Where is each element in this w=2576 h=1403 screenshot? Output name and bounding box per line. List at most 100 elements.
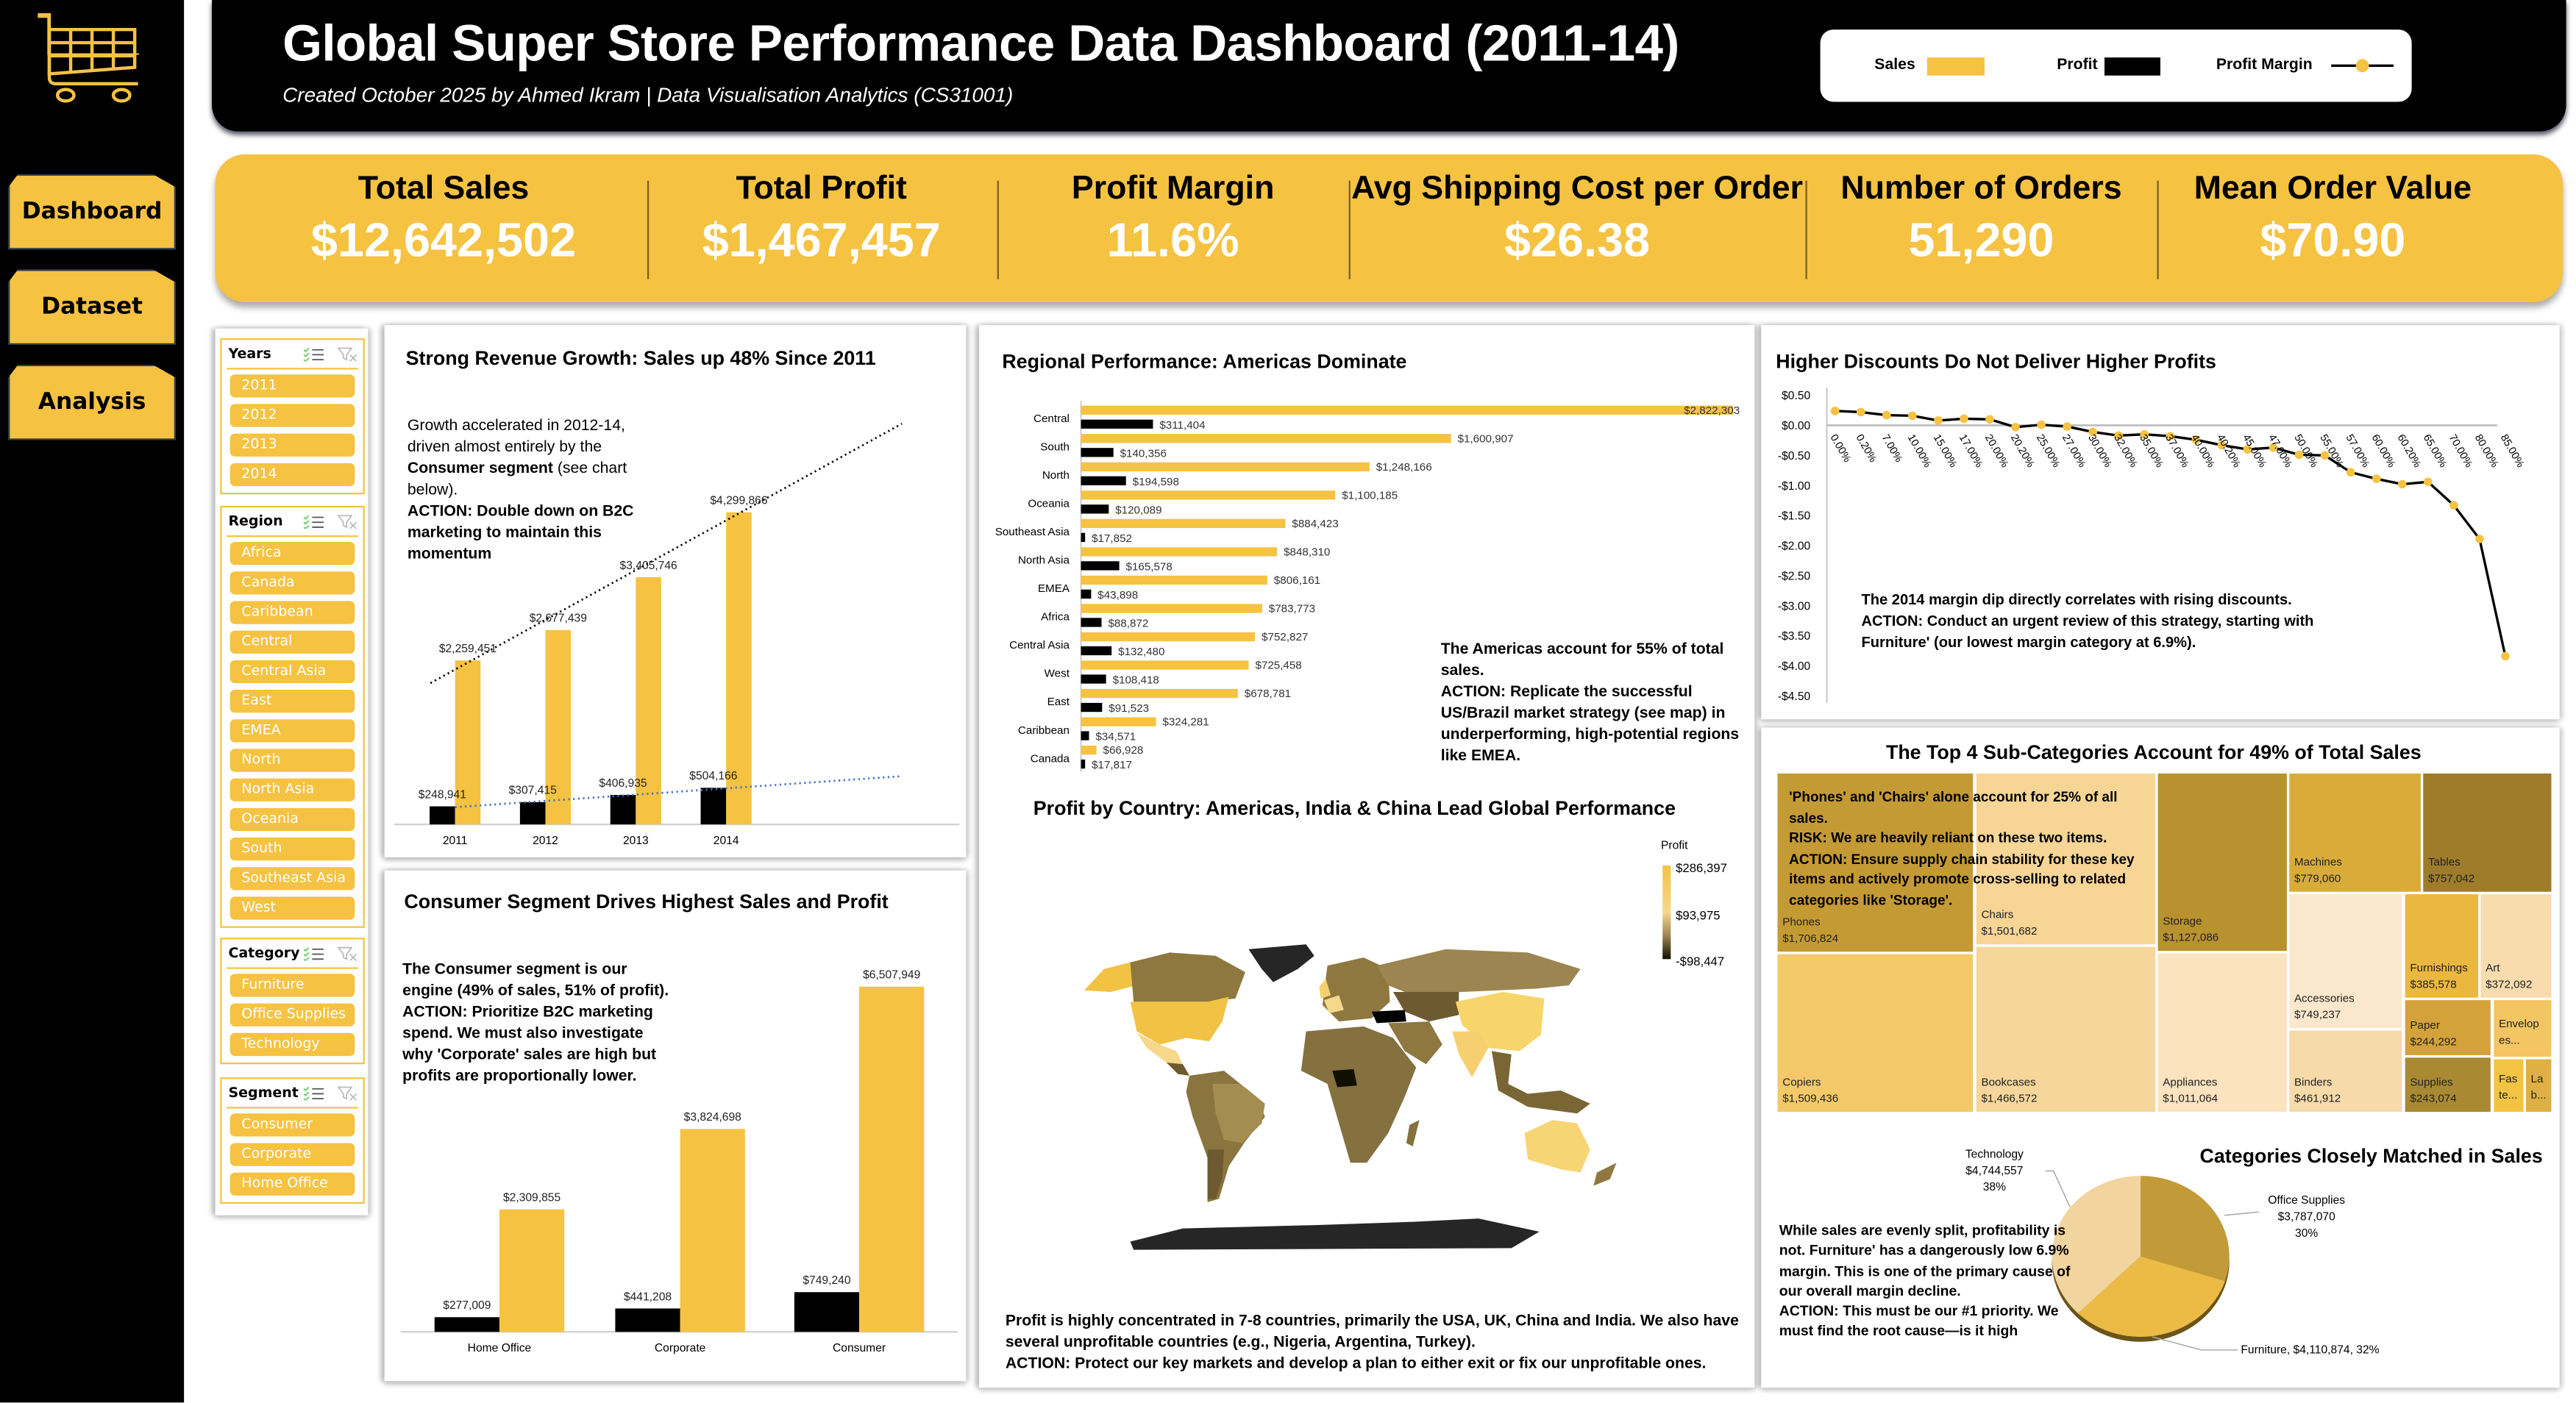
slicer-title: Years: [228, 346, 271, 363]
profit-margin-point: [2449, 501, 2458, 510]
clear-filter-icon[interactable]: [337, 514, 358, 529]
kpi-divider: [1348, 180, 1351, 279]
sales-bar: [1081, 462, 1370, 471]
slicer-item-southeast-asia[interactable]: Southeast Asia: [230, 867, 355, 890]
map-middle-east[interactable]: [1388, 1021, 1442, 1065]
map-central-asia[interactable]: [1392, 991, 1459, 1022]
regional-note: The Americas account for 55% of total sa…: [1441, 639, 1745, 767]
sales-data-label: $2,259,451: [439, 643, 497, 655]
map-brazil[interactable]: [1212, 1084, 1265, 1143]
map-mexico[interactable]: [1136, 1032, 1184, 1065]
map-southeast-asia[interactable]: [1491, 1051, 1590, 1114]
nav-dashboard-button[interactable]: Dashboard: [8, 174, 176, 250]
nav-dataset-button[interactable]: Dataset: [8, 269, 176, 346]
y-tick-label: South: [1040, 441, 1070, 454]
kpi-number-orders: Number of Orders 51,290: [1807, 154, 2155, 302]
y-tick-label: Central Asia: [1009, 639, 1070, 651]
map-turkey[interactable]: [1371, 1010, 1406, 1024]
slicer-item-north[interactable]: North: [230, 749, 355, 772]
map-france[interactable]: [1324, 995, 1344, 1014]
profit-margin-point: [2294, 450, 2304, 460]
legend-margin-line-icon: [2331, 59, 2394, 73]
slicer-item-canada[interactable]: Canada: [230, 571, 355, 595]
slicer-item-caribbean[interactable]: Caribbean: [230, 601, 355, 624]
slicer-item-2011[interactable]: 2011: [230, 374, 355, 398]
clear-filter-icon[interactable]: [337, 1085, 358, 1101]
clear-filter-icon[interactable]: [337, 946, 358, 961]
slicer-item-technology[interactable]: Technology: [230, 1032, 355, 1057]
x-tick-label: 15.00%: [1931, 432, 1959, 470]
slicer-item-consumer[interactable]: Consumer: [230, 1113, 355, 1137]
sales-data-label: $1,100,185: [1342, 489, 1398, 501]
multi-select-icon[interactable]: [302, 946, 325, 961]
slicer-item-north-asia[interactable]: North Asia: [230, 778, 355, 802]
slicer-item-central-asia[interactable]: Central Asia: [230, 660, 355, 684]
map-nigeria[interactable]: [1332, 1068, 1357, 1088]
multi-select-icon[interactable]: [302, 346, 325, 362]
map-usa[interactable]: [1130, 996, 1229, 1045]
treemap-label: Machines: [2294, 856, 2342, 868]
treemap-tile: [2289, 1030, 2402, 1113]
sales-bar: [726, 512, 752, 825]
slicer-item-east[interactable]: East: [230, 690, 355, 713]
chart-legend: Sales Profit Profit Margin: [1820, 29, 2412, 102]
map-russia[interactable]: [1376, 949, 1581, 996]
slicer-item-corporate[interactable]: Corporate: [230, 1143, 355, 1166]
treemap-label: Envelop: [2499, 1018, 2539, 1030]
chart-title: Higher Discounts Do Not Deliver Higher P…: [1776, 349, 2216, 373]
map-title: Profit by Country: Americas, India & Chi…: [1033, 796, 1676, 820]
multi-select-icon[interactable]: [302, 514, 325, 529]
map-central-america[interactable]: [1166, 1063, 1189, 1076]
map-alaska[interactable]: [1084, 962, 1137, 992]
slicer-item-furniture[interactable]: Furniture: [230, 974, 355, 997]
profit-bar: [434, 1317, 499, 1332]
treemap-label: Tables: [2428, 856, 2461, 868]
x-tick-label: 30.00%: [2085, 432, 2113, 470]
x-tick-label: Home Office: [468, 1342, 532, 1354]
map-argentina[interactable]: [1207, 1149, 1224, 1199]
profit-bar: [430, 806, 455, 825]
profit-margin-point: [2269, 443, 2278, 452]
multi-select-icon[interactable]: [302, 1085, 325, 1101]
slicer-item-home-office[interactable]: Home Office: [230, 1172, 355, 1196]
x-tick-label: 55.00%: [2317, 432, 2345, 470]
slicer-item-africa[interactable]: Africa: [230, 542, 355, 565]
world-map[interactable]: [1084, 944, 1617, 1250]
map-india[interactable]: [1452, 1031, 1489, 1078]
slicer-item-south[interactable]: South: [230, 838, 355, 861]
nav-analysis-button[interactable]: Analysis: [8, 364, 176, 440]
map-antarctica[interactable]: [1130, 1218, 1540, 1250]
kpi-divider: [997, 180, 999, 279]
slicer-item-2013[interactable]: 2013: [230, 433, 355, 457]
y-tick-label: Central: [1033, 413, 1070, 425]
x-tick-label: 65.00%: [2421, 432, 2449, 470]
legend-sales-swatch: [1926, 57, 1985, 76]
map-legend-min: -$98,447: [1676, 954, 1724, 968]
treemap-value: $461,912: [2294, 1093, 2341, 1105]
map-uk[interactable]: [1319, 979, 1331, 999]
map-new-zealand[interactable]: [1593, 1163, 1617, 1186]
map-africa[interactable]: [1301, 1026, 1417, 1163]
map-madagascar[interactable]: [1406, 1120, 1420, 1146]
map-australia[interactable]: [1524, 1120, 1590, 1173]
slicer-item-oceania[interactable]: Oceania: [230, 807, 355, 832]
map-greenland[interactable]: [1248, 944, 1314, 982]
kpi-total-sales: Total Sales $12,642,502: [246, 154, 641, 302]
kpi-profit-margin: Profit Margin 11.6%: [999, 154, 1347, 302]
profit-margin-point: [2217, 440, 2227, 450]
note-action: ACTION: Double down on B2C marketing to …: [407, 502, 634, 564]
slicer-item-2012[interactable]: 2012: [230, 404, 355, 427]
slicer-item-emea[interactable]: EMEA: [230, 719, 355, 743]
treemap-tile: [1976, 773, 2156, 945]
slicer-item-office-supplies[interactable]: Office Supplies: [230, 1003, 355, 1027]
map-canada[interactable]: [1130, 952, 1245, 1002]
slicer-item-2014[interactable]: 2014: [230, 463, 355, 487]
kpi-mean-order-value: Mean Order Value $70.90: [2159, 154, 2507, 302]
clear-filter-icon[interactable]: [337, 346, 358, 362]
treemap-title: The Top 4 Sub-Categories Account for 49%…: [1885, 740, 2422, 764]
note-text: The Americas account for 55% of total sa…: [1440, 640, 1724, 680]
profit-bar: [610, 794, 636, 825]
profit-bar: [794, 1292, 860, 1332]
slicer-item-west[interactable]: West: [230, 896, 355, 920]
slicer-item-central[interactable]: Central: [230, 630, 355, 654]
